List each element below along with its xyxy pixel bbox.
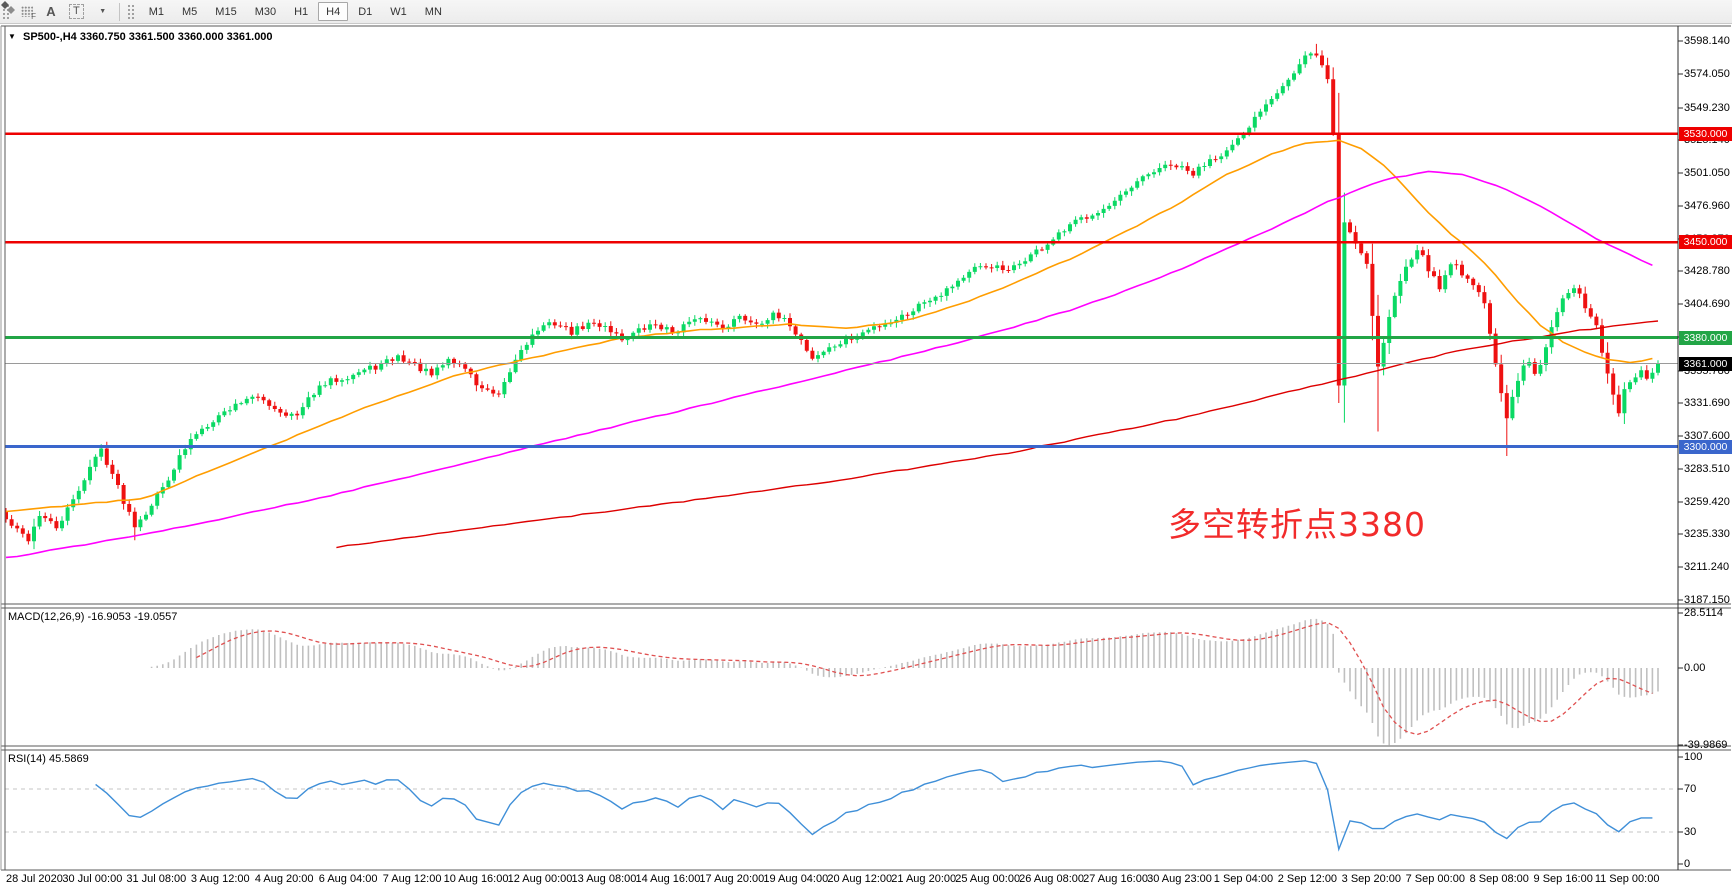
- arrows-glyph-icon: [1, 1, 15, 14]
- fibo-f-label: F: [31, 11, 36, 21]
- price-tick-label: 3307.600: [1684, 430, 1730, 443]
- macd-tick-label: 0.00: [1684, 662, 1706, 674]
- time-axis-label: 17 Aug 20:00: [699, 873, 765, 885]
- ma-line-medium: [5, 170, 1653, 559]
- time-axis-label: 20 Aug 12:00: [827, 873, 893, 885]
- price-tick-label: 3476.960: [1684, 199, 1730, 212]
- axis-tick-marks: [1678, 40, 1683, 865]
- price-tick-label: 3235.330: [1684, 528, 1730, 541]
- time-axis-label: 7 Sep 00:00: [1405, 873, 1465, 885]
- ma-line-fast: [5, 139, 1653, 513]
- price-tick-label: 3331.690: [1684, 397, 1730, 410]
- bull-candle-bodies: [32, 53, 1660, 542]
- dropdown-caret-icon[interactable]: ▼: [99, 8, 107, 15]
- main-chart-plot: [5, 43, 1660, 559]
- price-tick-label: 3428.780: [1684, 265, 1730, 278]
- time-axis-label: 10 Aug 16:00: [443, 873, 509, 885]
- macd-histogram: [150, 618, 1659, 746]
- toolbar-grip-2[interactable]: [126, 3, 136, 20]
- dot-grid-icon: [21, 6, 33, 17]
- time-axis-label: 30 Jul 00:00: [62, 873, 123, 885]
- rsi-tick-label: 100: [1684, 751, 1703, 763]
- time-axis-label: 27 Aug 16:00: [1083, 873, 1148, 885]
- chart-text-annotation[interactable]: 多空转折点3380: [1168, 505, 1426, 544]
- timeframe-button-m1[interactable]: M1: [141, 2, 172, 21]
- time-axis-label: 14 Aug 16:00: [635, 873, 701, 885]
- panel-borders: [0, 25, 1731, 871]
- price-tick-label: 3598.140: [1684, 35, 1730, 47]
- text-tool-icon[interactable]: T: [65, 2, 88, 22]
- price-tick-label: 3501.050: [1684, 167, 1730, 180]
- price-level-badge: 3450.000: [1679, 235, 1732, 250]
- rsi-tick-label: 0: [1684, 858, 1691, 870]
- time-axis-label: 9 Sep 16:00: [1533, 873, 1593, 885]
- time-axis-label: 3 Aug 12:00: [190, 873, 250, 885]
- time-axis-label: 4 Aug 20:00: [254, 873, 314, 885]
- timeframe-button-m30[interactable]: M30: [247, 2, 284, 21]
- macd-panel-plot: [150, 618, 1659, 746]
- time-axis-label: 26 Aug 08:00: [1019, 873, 1085, 885]
- ohlc-readout: 3360.750 3361.500 3360.000 3361.000: [79, 31, 273, 43]
- timeframe-button-d1[interactable]: D1: [350, 2, 380, 21]
- timeframe-button-h1[interactable]: H1: [286, 2, 316, 21]
- symbol-dropdown-icon[interactable]: ▼: [8, 32, 16, 41]
- time-axis-label: 12 Aug 00:00: [507, 873, 573, 885]
- macd-indicator-header: MACD(12,26,9) -16.9053 -19.0557: [8, 611, 178, 623]
- time-axis-label: 28 Jul 2020: [6, 873, 63, 885]
- time-axis-label: 30 Aug 23:00: [1147, 873, 1212, 885]
- toolbar-separator: [118, 2, 120, 21]
- price-tick-label: 3549.230: [1684, 101, 1730, 114]
- time-axis-label: 2 Sep 12:00: [1277, 873, 1338, 885]
- rsi-tick-label: 70: [1684, 783, 1697, 796]
- price-tick-label: 3187.150: [1684, 593, 1730, 606]
- timeframe-buttons: M1 M5 M15 M30 H1 H4 D1 W1 MN: [140, 2, 451, 21]
- time-axis-label: 6 Aug 04:00: [318, 873, 378, 885]
- rsi-panel-plot: [5, 760, 1678, 852]
- price-tick-label: 3404.690: [1684, 298, 1730, 311]
- timeframe-button-mn[interactable]: MN: [417, 2, 450, 21]
- rsi-line: [95, 760, 1653, 852]
- time-axis-label: 7 Aug 12:00: [382, 873, 442, 885]
- current-price-badge: 3361.000: [1679, 356, 1732, 371]
- time-axis-label: 21 Aug 20:00: [891, 873, 957, 885]
- top-toolbar: F A T ▼ M1 M5 M15 M30 H1 H4 D1 W1 MN: [0, 0, 1732, 24]
- macd-tick-label: 28.5114: [1684, 607, 1723, 620]
- timeframe-button-m15[interactable]: M15: [207, 2, 244, 21]
- time-axis-label: 8 Sep 08:00: [1469, 873, 1529, 885]
- timeframe-button-w1[interactable]: W1: [382, 2, 415, 21]
- symbol-name: SP500-,H4: [22, 31, 77, 43]
- ma-line-slow: [336, 320, 1659, 549]
- timeframe-button-h4[interactable]: H4: [318, 2, 349, 21]
- price-level-badge: 3530.000: [1679, 126, 1732, 141]
- time-axis-label: 11 Sep 00:00: [1594, 873, 1660, 885]
- fibo-grid-icon[interactable]: F: [17, 2, 37, 22]
- time-axis-label: 19 Aug 04:00: [763, 873, 829, 885]
- arrows-tool-icon[interactable]: ▼: [1, 1, 112, 22]
- price-tick-label: 3574.050: [1684, 67, 1730, 80]
- time-axis-label: 31 Jul 08:00: [126, 873, 187, 885]
- bull-candle-wicks: [33, 51, 1659, 550]
- toolbar-grip[interactable]: [2, 3, 11, 20]
- bear-candle-bodies: [5, 53, 1649, 542]
- time-axis-label: 3 Sep 20:00: [1341, 873, 1402, 885]
- price-tick-label: 3211.240: [1684, 561, 1730, 574]
- price-tick-label: 3283.510: [1684, 462, 1730, 475]
- chart-title[interactable]: ▼ SP500-,H4 3360.750 3361.500 3360.000 3…: [8, 31, 273, 43]
- time-axis-label: 1 Sep 04:00: [1213, 873, 1274, 885]
- price-level-badge: 3300.000: [1679, 439, 1732, 454]
- macd-tick-label: -39.9869: [1684, 739, 1728, 752]
- price-level-badge: 3380.000: [1679, 330, 1732, 345]
- time-axis-label: 25 Aug 00:00: [955, 873, 1021, 885]
- text-label-icon[interactable]: A: [46, 4, 56, 19]
- rsi-indicator-header: RSI(14) 45.5869: [8, 753, 89, 765]
- timeframe-button-m5[interactable]: M5: [174, 2, 205, 21]
- rsi-tick-label: 30: [1684, 825, 1697, 838]
- price-tick-label: 3259.420: [1684, 495, 1730, 508]
- time-axis-label: 13 Aug 08:00: [571, 873, 637, 885]
- macd-signal-line: [196, 621, 1653, 736]
